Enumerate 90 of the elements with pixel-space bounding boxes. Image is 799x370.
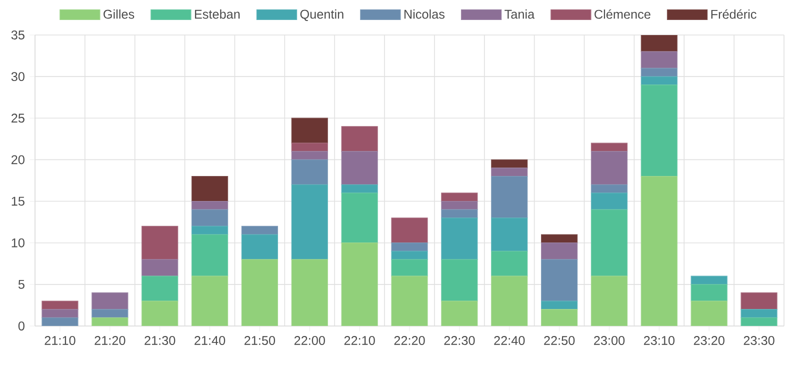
bar <box>540 309 578 326</box>
bar <box>191 200 228 210</box>
x-tick-label: 21:20 <box>94 336 126 345</box>
y-tick-label: 25 <box>12 114 24 123</box>
bar <box>142 259 178 276</box>
x-tick-label: 22:50 <box>544 336 575 345</box>
x-tick-label: 23:00 <box>594 336 625 345</box>
x-tick-label: 22:10 <box>344 336 375 345</box>
bar <box>740 292 778 310</box>
bar <box>391 259 428 276</box>
y-tick-label: 30 <box>11 72 24 82</box>
bar <box>441 259 478 302</box>
legend-label: Gilles <box>104 9 134 19</box>
bar <box>241 259 278 326</box>
x-tick-label: 21:30 <box>144 336 176 345</box>
bar <box>142 276 178 302</box>
bar <box>640 51 678 69</box>
x-tick-label: 22:20 <box>394 336 425 345</box>
bar <box>142 300 178 326</box>
bar <box>291 142 328 152</box>
bar <box>291 118 328 144</box>
x-tick-label: 21:10 <box>44 336 76 345</box>
bar <box>590 142 628 152</box>
bar <box>491 276 528 326</box>
x-tick-label: 22:30 <box>444 336 475 345</box>
bar <box>690 300 728 326</box>
bar <box>42 300 78 310</box>
bar <box>391 242 428 252</box>
bar <box>491 176 528 218</box>
bar <box>441 200 478 210</box>
bar <box>291 159 328 185</box>
bar <box>740 309 778 318</box>
bar <box>92 309 128 318</box>
bar <box>341 151 378 185</box>
bar <box>441 300 478 326</box>
x-tick-label: 23:20 <box>694 336 724 345</box>
bar <box>291 184 328 260</box>
bar <box>640 84 678 177</box>
bar <box>142 226 178 260</box>
x-tick-label: 21:40 <box>194 336 226 345</box>
x-tick-label: 22:00 <box>294 336 325 345</box>
bar <box>341 242 378 326</box>
bar <box>191 234 228 276</box>
y-tick-label: 10 <box>12 238 24 248</box>
bar <box>491 168 528 177</box>
y-tick-label: 20 <box>12 155 24 164</box>
bar <box>441 218 478 260</box>
bar <box>640 34 678 52</box>
bar <box>191 176 228 202</box>
bar <box>540 242 578 260</box>
bar <box>42 309 78 318</box>
bar <box>491 218 528 252</box>
legend-label: Clémence <box>594 9 650 19</box>
x-tick-label: 22:40 <box>494 336 525 345</box>
bar <box>441 192 478 202</box>
legend-label: Nicolas <box>404 9 445 19</box>
y-tick-label: 35 <box>11 30 24 40</box>
bar <box>391 250 428 260</box>
bar <box>191 276 228 326</box>
legend-label: Frédéric <box>711 9 756 19</box>
bar <box>291 151 328 160</box>
bar <box>590 151 628 185</box>
bar <box>92 292 128 310</box>
bar <box>540 300 578 310</box>
bar <box>590 192 628 210</box>
bar <box>690 284 728 302</box>
bar <box>92 317 128 326</box>
legend-label: Tania <box>504 9 535 19</box>
bar <box>341 192 378 244</box>
bar <box>740 317 778 326</box>
bar <box>491 250 528 276</box>
y-tick-label: 0 <box>18 322 24 330</box>
legend-label: Esteban <box>194 9 240 19</box>
bar <box>291 259 328 326</box>
bar <box>391 276 428 326</box>
y-tick-label: 5 <box>18 280 24 289</box>
bar <box>391 218 428 244</box>
legend-label: Quentin <box>300 9 344 21</box>
x-tick-label: 23:10 <box>644 336 675 345</box>
y-tick-label: 15 <box>12 196 24 206</box>
bar <box>191 209 228 227</box>
bar <box>590 276 628 326</box>
x-tick-label: 21:50 <box>244 336 276 345</box>
bar <box>590 209 628 276</box>
bar <box>341 126 378 152</box>
x-tick-label: 23:30 <box>744 336 774 345</box>
bar <box>241 234 278 260</box>
bar <box>540 259 578 302</box>
bar <box>640 176 678 326</box>
bar <box>640 76 678 86</box>
